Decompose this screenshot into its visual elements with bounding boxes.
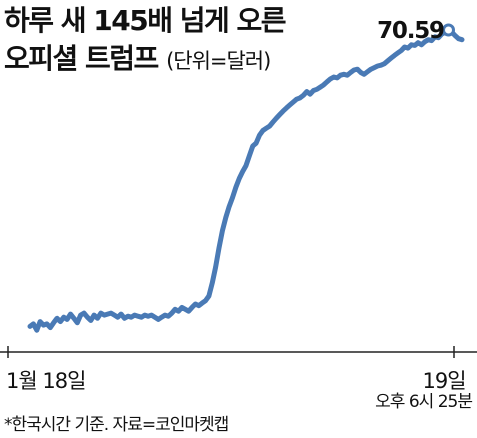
price-series-line: [27, 27, 465, 333]
unit-label: (단위=달러): [166, 49, 271, 73]
x-tick-label-end: 19일: [422, 369, 465, 393]
plot-area: [0, 23, 477, 358]
peak-point-marker: [442, 23, 455, 37]
chart-title-main: 오피셜 트럼프: [4, 42, 159, 75]
source-footnote: *한국시간 기준. 자료=코인마켓캡: [4, 415, 229, 435]
x-tick-label-start: 1월 18일: [6, 369, 85, 393]
x-tick-label-end-time: 오후 6시 25분: [375, 392, 472, 412]
peak-value-label: 70.59: [377, 18, 444, 44]
chart-title: 하루 새 145배 넘게 오른 오피셜 트럼프 (단위=달러): [4, 2, 287, 80]
chart-title-line1: 하루 새 145배 넘게 오른: [4, 4, 287, 37]
chart-title-line2: 오피셜 트럼프 (단위=달러): [4, 40, 285, 80]
